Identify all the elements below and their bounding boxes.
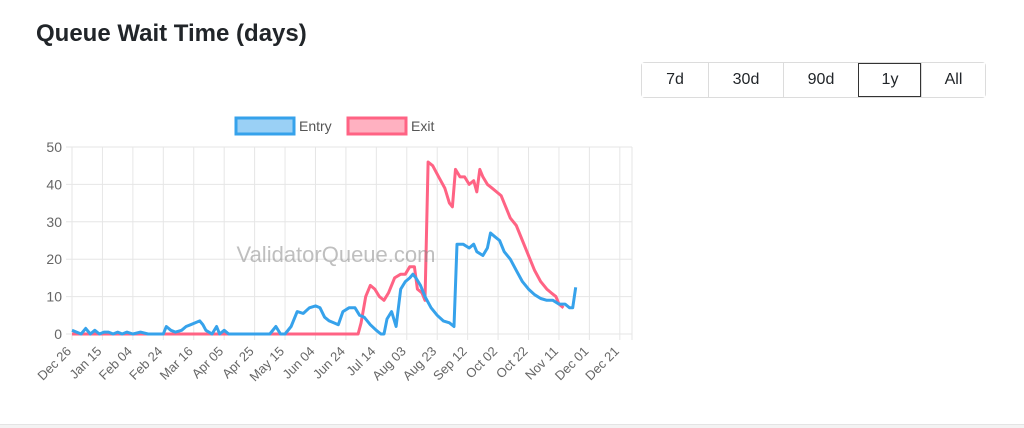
grid-lines xyxy=(66,146,633,340)
range-all-button[interactable]: All xyxy=(921,63,985,97)
series-lines xyxy=(71,160,578,336)
range-7d-button[interactable]: 7d xyxy=(642,63,708,97)
series-line-exit xyxy=(72,160,565,336)
y-tick-label: 50 xyxy=(46,139,62,155)
legend[interactable]: Entry Exit xyxy=(234,116,434,136)
x-tick-label: Oct 02 xyxy=(463,344,501,382)
x-tick-label: Feb 04 xyxy=(96,344,135,383)
legend-label-entry: Entry xyxy=(299,118,332,134)
y-axis-ticks: 0 10 20 30 40 50 xyxy=(46,139,62,342)
y-tick-label: 10 xyxy=(46,289,62,305)
legend-swatch-exit xyxy=(346,116,408,136)
range-1y-button[interactable]: 1y xyxy=(858,63,921,97)
time-range-selector: 7d 30d 90d 1y All xyxy=(641,62,986,98)
x-tick-label: Feb 24 xyxy=(126,344,165,383)
x-tick-label: Mar 16 xyxy=(157,344,196,383)
x-tick-label: Dec 26 xyxy=(34,344,74,384)
series-line-entry xyxy=(71,231,578,336)
x-tick-label: Jun 24 xyxy=(310,344,348,382)
page-title: Queue Wait Time (days) xyxy=(36,20,307,47)
y-tick-label: 30 xyxy=(46,214,62,230)
y-tick-label: 20 xyxy=(46,251,62,267)
x-tick-label: Jun 04 xyxy=(279,344,317,382)
watermark: ValidatorQueue.com xyxy=(237,242,436,267)
y-tick-label: 0 xyxy=(54,326,62,342)
y-tick-label: 40 xyxy=(46,176,62,192)
x-tick-label: Dec 21 xyxy=(582,344,622,384)
legend-swatch-entry xyxy=(234,116,296,136)
range-90d-button[interactable]: 90d xyxy=(783,63,858,97)
x-tick-label: Sep 12 xyxy=(430,344,470,384)
x-tick-label: May 15 xyxy=(246,344,287,385)
legend-label-exit: Exit xyxy=(411,118,434,134)
x-tick-label: Apr 05 xyxy=(189,344,227,382)
range-30d-button[interactable]: 30d xyxy=(708,63,783,97)
